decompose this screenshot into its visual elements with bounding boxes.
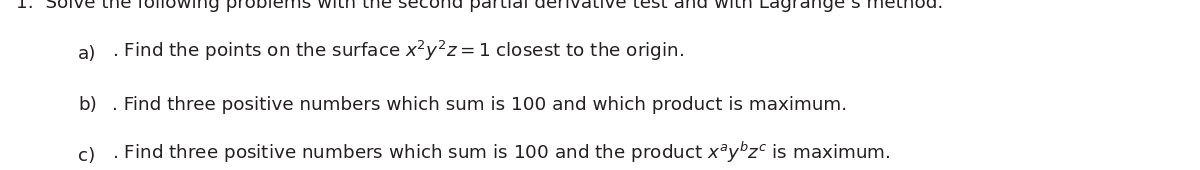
Text: c): c) <box>78 147 95 165</box>
Text: . Find three positive numbers which sum is 100 and which product is maximum.: . Find three positive numbers which sum … <box>112 96 847 114</box>
Text: a): a) <box>78 45 96 63</box>
Text: . Find three positive numbers which sum is 100 and the product $x^ay^bz^c$ is ma: . Find three positive numbers which sum … <box>112 140 890 165</box>
Text: . Find the points on the surface $x^2y^2z = 1$ closest to the origin.: . Find the points on the surface $x^2y^2… <box>112 39 684 63</box>
Text: b): b) <box>78 96 97 114</box>
Text: 1.  Solve the following problems with the second partial derivative test and wit: 1. Solve the following problems with the… <box>16 0 943 12</box>
